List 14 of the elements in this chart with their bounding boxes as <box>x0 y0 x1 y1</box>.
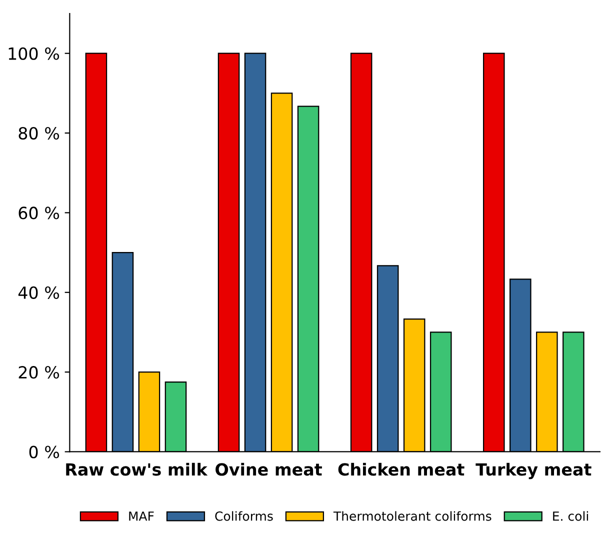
legend-label: Coliforms <box>215 511 273 521</box>
y-tick-label: 20 % <box>18 366 60 379</box>
x-tick-label: Chicken meat <box>338 462 464 476</box>
y-tick-label: 0 % <box>29 446 60 458</box>
legend-label: Thermotolerant coliforms <box>333 511 492 521</box>
x-tick-label: Raw cow's milk <box>66 462 208 476</box>
y-tick-label: 60 % <box>18 206 60 220</box>
y-tick-label: 100 % <box>8 47 60 60</box>
x-tick-label: Ovine meat <box>216 462 322 476</box>
x-tick-label: Turkey meat <box>476 462 592 480</box>
legend-label: E. coli <box>553 511 588 521</box>
y-tick-label: 40 % <box>18 286 60 299</box>
legend-label: MAF <box>129 512 154 521</box>
y-tick-label: 80 % <box>18 127 60 140</box>
